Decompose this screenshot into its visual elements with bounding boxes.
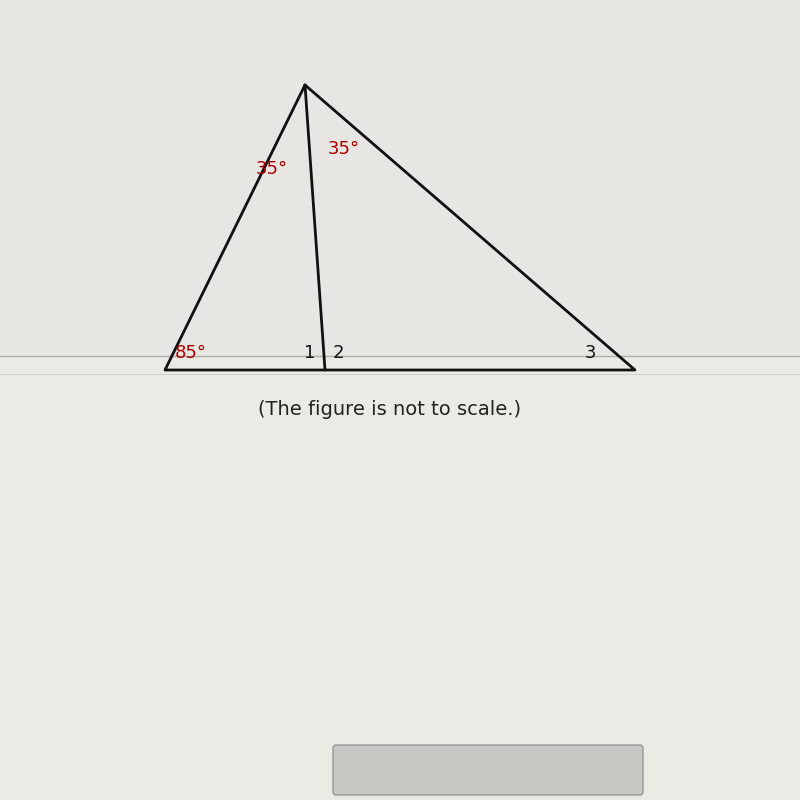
Text: (The figure is not to scale.): (The figure is not to scale.) — [258, 400, 522, 419]
FancyBboxPatch shape — [333, 745, 643, 795]
Text: 35°: 35° — [328, 140, 360, 158]
Text: 85°: 85° — [175, 344, 207, 362]
Text: 3: 3 — [584, 344, 596, 362]
Text: 1: 1 — [304, 344, 315, 362]
Text: 35°: 35° — [256, 160, 288, 178]
Bar — [0, 358, 800, 800]
Text: 2: 2 — [333, 344, 345, 362]
